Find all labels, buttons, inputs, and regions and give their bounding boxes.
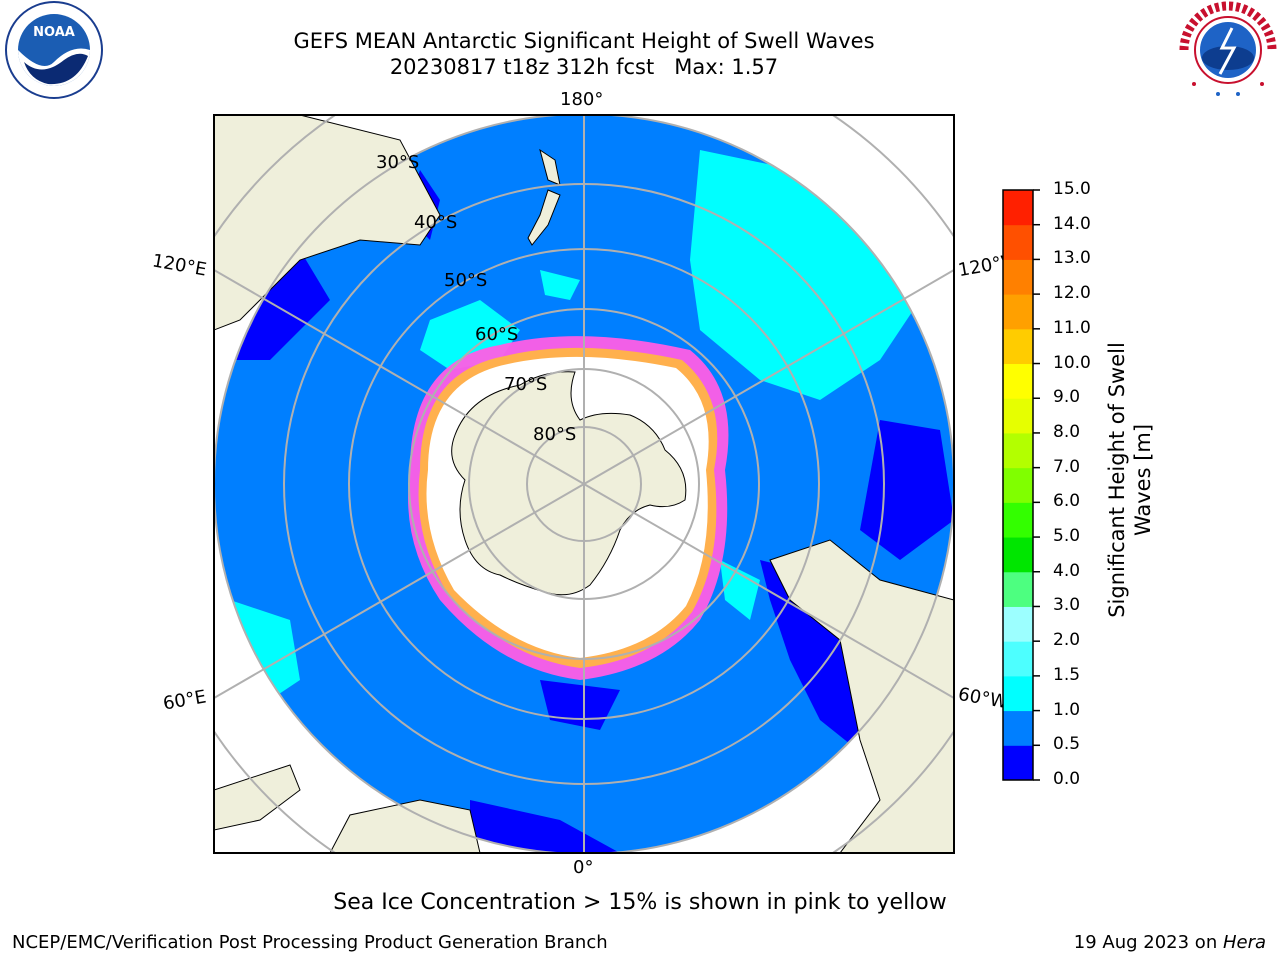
colorbar-title: Significant Height of Swell Waves [m]: [1105, 342, 1155, 618]
colorbar-block: [1003, 294, 1033, 330]
graticule: [214, 115, 954, 853]
colorbar: [1002, 189, 1040, 781]
colorbar-tick-label: 7.0: [1053, 456, 1081, 477]
colorbar-title-line2: Waves [m]: [1131, 424, 1155, 536]
nws-logo: [1179, 1, 1277, 97]
colorbar-block: [1003, 641, 1033, 677]
colorbar-block: [1003, 537, 1033, 573]
lat-label-80s: 80°S: [533, 424, 577, 445]
lat-label-60s: 60°S: [475, 324, 519, 345]
lon-label-0: 0°: [573, 857, 594, 878]
colorbar-tick-label: 10.0: [1053, 352, 1091, 373]
colorbar-tick-label: 12.0: [1053, 283, 1091, 304]
colorbar-tick-label: 14.0: [1053, 213, 1091, 234]
map-frame: [213, 114, 955, 854]
colorbar-tick-label: 9.0: [1053, 387, 1081, 408]
colorbar-tick-label: 4.0: [1053, 560, 1081, 581]
colorbar-block: [1003, 398, 1033, 434]
colorbar-block: [1003, 710, 1033, 746]
colorbar-block: [1003, 259, 1033, 295]
colorbar-tick-label: 1.5: [1053, 664, 1081, 685]
colorbar-block: [1003, 328, 1033, 365]
colorbar-block: [1003, 606, 1033, 642]
colorbar-tick-label: 0.5: [1053, 734, 1081, 755]
footer-host: Hera: [1222, 932, 1266, 953]
chart-subtitle: 20230817 t18z 312h fcst Max: 1.57: [389, 55, 779, 79]
colorbar-tick-label: 15.0: [1053, 179, 1091, 199]
colorbar-block: [1003, 571, 1033, 607]
colorbar-block: [1003, 224, 1033, 260]
footer-branch: NCEP/EMC/Verification Post Processing Pr…: [12, 932, 608, 953]
colorbar-block: [1003, 190, 1033, 226]
colorbar-block: [1003, 363, 1033, 399]
colorbar-block: [1003, 432, 1033, 469]
colorbar-title-line1: Significant Height of Swell: [1105, 342, 1129, 618]
lat-label-50s: 50°S: [444, 270, 488, 291]
antarctica: [451, 371, 687, 596]
footer-date-text: 19 Aug 2023 on: [1073, 932, 1223, 953]
colorbar-block: [1003, 502, 1033, 538]
lat-label-30s: 30°S: [376, 152, 420, 173]
colorbar-block: [1003, 745, 1033, 781]
lat-label-70s: 70°S: [504, 374, 548, 395]
footer-date: 19 Aug 2023 on Hera: [1074, 932, 1266, 953]
lat-label-40s: 40°S: [414, 212, 458, 233]
sea-ice-caption: Sea Ice Concentration > 15% is shown in …: [333, 890, 947, 915]
colorbar-tick-label: 3.0: [1053, 595, 1081, 616]
noaa-logo: NOAA: [5, 1, 103, 99]
noaa-logo-text: NOAA: [33, 25, 75, 40]
colorbar-tick-label: 6.0: [1053, 491, 1081, 512]
colorbar-tick-label: 13.0: [1053, 248, 1091, 269]
colorbar-tick-label: 1.0: [1053, 699, 1081, 720]
colorbar-tick-label: 5.0: [1053, 526, 1081, 547]
colorbar-tick-label: 11.0: [1053, 317, 1091, 338]
colorbar-block: [1003, 467, 1033, 503]
colorbar-block: [1003, 675, 1033, 712]
chart-title: GEFS MEAN Antarctic Significant Height o…: [293, 29, 875, 53]
colorbar-tick-label: 8.0: [1053, 421, 1081, 442]
lon-label-180: 180°: [560, 89, 604, 110]
colorbar-tick-label: 0.0: [1053, 769, 1081, 789]
colorbar-tick-label: 2.0: [1053, 630, 1081, 651]
